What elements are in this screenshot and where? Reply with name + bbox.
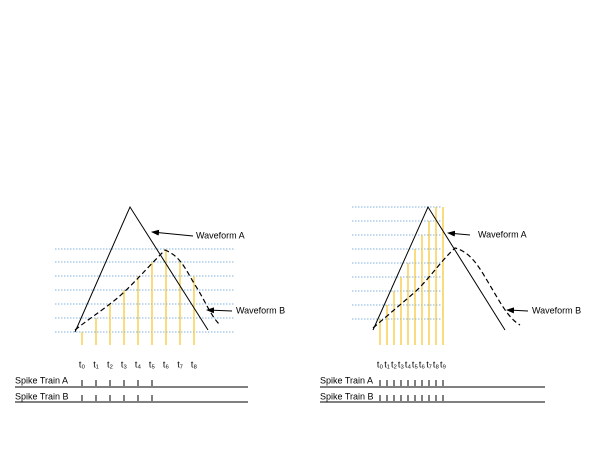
time-label: t₁: [93, 359, 99, 369]
spike-train-label: Spike Train B: [320, 391, 374, 401]
time-label: t₆: [419, 359, 426, 369]
time-label: t₂: [391, 359, 398, 369]
time-label: t₄: [135, 359, 142, 369]
time-label: t₀: [377, 359, 384, 369]
time-label: t₉: [440, 359, 447, 369]
time-label: t₁: [384, 359, 390, 369]
waveform-a-label: Waveform A: [196, 230, 245, 240]
right-panel: t₀ t₁ t₂ t₃ t₄ t₅ t₆ t₇ t₈ t₉ Waveform A Waveform B…: [320, 205, 581, 403]
time-label: t₅: [412, 359, 419, 369]
spike-train-label: Spike Train B: [15, 391, 69, 401]
time-label: t₃: [121, 359, 128, 369]
waveform-b: [74, 249, 221, 331]
time-label: t₃: [398, 359, 405, 369]
waveform-b-label: Waveform B: [532, 305, 581, 315]
time-label: t₀: [79, 359, 86, 369]
arrow: [151, 229, 194, 237]
time-label: t₈: [191, 359, 198, 369]
time-label: t₂: [107, 359, 114, 369]
arrow: [506, 307, 529, 314]
arrow: [447, 230, 471, 237]
waveform-b-label: Waveform B: [236, 305, 285, 315]
time-label: t₆: [163, 359, 170, 369]
time-label: t₇: [177, 359, 183, 369]
arrow: [206, 307, 233, 314]
waveform-a-label: Waveform A: [478, 229, 527, 239]
time-label: t₇: [426, 359, 432, 369]
time-label: t₅: [149, 359, 156, 369]
waveform-a: [372, 205, 506, 331]
spike-train-label: Spike Train A: [320, 375, 373, 385]
time-label: t₄: [405, 359, 412, 369]
left-panel: t₀ t₁ t₂ t₃ t₄ t₅ t₆ t₇ t₈ Waveform A Waveform B Sp…: [15, 205, 285, 403]
time-label: t₈: [433, 359, 440, 369]
spike-train-label: Spike Train A: [15, 375, 68, 385]
waveform-a: [74, 205, 209, 333]
waveform-b: [372, 247, 521, 329]
